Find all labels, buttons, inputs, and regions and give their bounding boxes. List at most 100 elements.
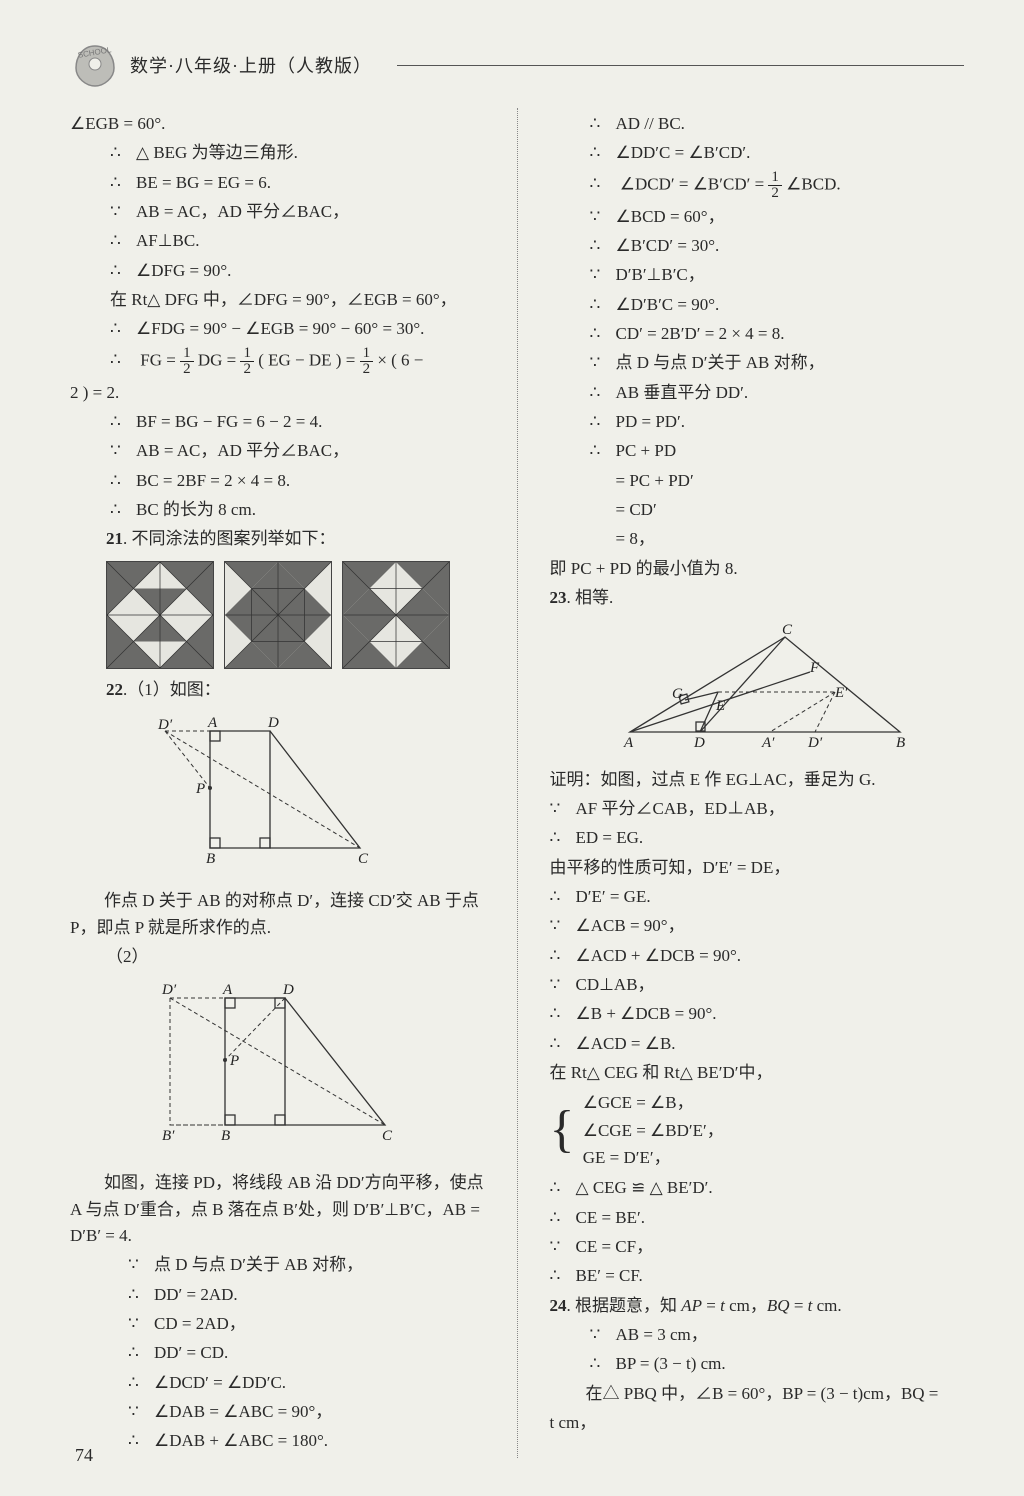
svg-text:C: C	[382, 1128, 393, 1144]
text-line: = CD′	[550, 497, 965, 523]
svg-text:D′: D′	[807, 735, 823, 751]
text-line: ∵D′B′⊥B′C，	[550, 262, 965, 288]
text-line: ∵∠BCD = 60°，	[550, 204, 965, 230]
text-line: ∴AD // BC.	[550, 111, 965, 137]
text-line: = 8，	[550, 526, 965, 552]
svg-text:D: D	[267, 715, 279, 731]
text-line: ∴CE = BE′.	[550, 1205, 965, 1231]
text-line: ∴PD = PD′.	[550, 409, 965, 435]
text-line: 由平移的性质可知，D′E′ = DE，	[550, 855, 965, 881]
text-line: ∴DD′ = 2AD.	[70, 1282, 485, 1308]
svg-text:B: B	[896, 735, 905, 751]
svg-text:B: B	[206, 851, 215, 867]
text-line: ∴BE = BG = EG = 6.	[70, 170, 485, 196]
svg-text:G: G	[672, 686, 683, 702]
svg-text:P: P	[195, 781, 205, 797]
text-line: 2 ) = 2.	[70, 380, 485, 406]
pattern-2	[224, 561, 332, 669]
text-line: ∴BC = 2BF = 2 × 4 = 8.	[70, 468, 485, 494]
text-line: ∵点 D 与点 D′关于 AB 对称，	[70, 1252, 485, 1278]
text-para: 作点 D 关于 AB 的对称点 D′，连接 CD′交 AB 于点 P，即点 P …	[70, 888, 485, 941]
text-line: ∴D′E′ = GE.	[550, 884, 965, 910]
text-line: ∵AB = 3 cm，	[550, 1322, 965, 1348]
text-line: ∵AB = AC，AD 平分∠BAC，	[70, 438, 485, 464]
column-divider	[517, 108, 518, 1458]
text-line: ∴BC 的长为 8 cm.	[70, 497, 485, 523]
text-line: 即 PC + PD 的最小值为 8.	[550, 556, 965, 582]
text-line: ∴BE′ = CF.	[550, 1263, 965, 1289]
text-para: 如图，连接 PD，将线段 AB 沿 DD′方向平移，使点 A 与点 D′重合，点…	[70, 1170, 485, 1249]
text-line: ∴∠DCD′ = ∠DD′C.	[70, 1370, 485, 1396]
fraction: 12	[240, 346, 254, 377]
text-line: ∴∠ACD + ∠DCB = 90°.	[550, 943, 965, 969]
svg-text:D: D	[282, 982, 294, 998]
text-line: ∵AB = AC，AD 平分∠BAC，	[70, 199, 485, 225]
text-line: ∴∠ACD = ∠B.	[550, 1031, 965, 1057]
svg-text:C: C	[358, 851, 369, 867]
text-line: ∴∠FDG = 90° − ∠EGB = 90° − 60° = 30°.	[70, 316, 485, 342]
text-line: 在 Rt△ DFG 中，∠DFG = 90°，∠EGB = 60°，	[70, 287, 485, 313]
text-line: ∵CE = CF，	[550, 1234, 965, 1260]
left-column: ∠EGB = 60°. ∴△ BEG 为等边三角形. ∴BE = BG = EG…	[70, 108, 485, 1458]
text-line: t cm，	[550, 1410, 965, 1436]
svg-text:A: A	[207, 715, 218, 731]
text-line: 在△ PBQ 中，∠B = 60°，BP = (3 − t)cm，BQ =	[550, 1381, 965, 1407]
pattern-row	[106, 561, 485, 669]
text-line: 证明：如图，过点 E 作 EG⊥AC，垂足为 G.	[550, 767, 965, 793]
svg-text:D′: D′	[157, 717, 173, 733]
figure-23: C F G E E′ A D A′ D′ B	[610, 622, 965, 757]
svg-text:C: C	[782, 622, 793, 638]
text-line: ∴△ BEG 为等边三角形.	[70, 140, 485, 166]
text-line: ∵CD = 2AD，	[70, 1311, 485, 1337]
svg-text:E′: E′	[834, 685, 848, 701]
fraction: 12	[768, 170, 782, 201]
page-number: 74	[75, 1445, 93, 1466]
left-brace-icon: {	[550, 1107, 575, 1154]
svg-text:B: B	[221, 1128, 230, 1144]
pattern-3	[342, 561, 450, 669]
text-line: ∵∠ACB = 90°，	[550, 913, 965, 939]
content-columns: ∠EGB = 60°. ∴△ BEG 为等边三角形. ∴BE = BG = EG…	[70, 108, 964, 1458]
text-line: ∠EGB = 60°.	[70, 111, 485, 137]
text-line: ∵点 D 与点 D′关于 AB 对称，	[550, 350, 965, 376]
q24-title: 2424. 根据题意，知 AP = t cm，BQ = t cm.. 根据题意，…	[550, 1293, 965, 1319]
fraction: 12	[180, 346, 194, 377]
text-line: ∵∠DAB = ∠ABC = 90°，	[70, 1399, 485, 1425]
text-line: ∴∠DD′C = ∠B′CD′.	[550, 140, 965, 166]
svg-text:P: P	[229, 1053, 239, 1069]
header-rule	[397, 65, 964, 66]
text-line: ∴CD′ = 2B′D′ = 2 × 4 = 8.	[550, 321, 965, 347]
text-line: ∴ ∠DCD′ = ∠B′CD′ = 12 ∠BCD.	[550, 170, 965, 201]
q21-title: 2121. 不同涂法的图案列举如下：. 不同涂法的图案列举如下：	[70, 526, 485, 552]
svg-text:A: A	[623, 735, 634, 751]
svg-text:D′: D′	[161, 982, 177, 998]
text-line: ∴ED = EG.	[550, 825, 965, 851]
text-line: = PC + PD′	[550, 468, 965, 494]
svg-text:A′: A′	[761, 735, 775, 751]
school-logo: SCHOOL	[70, 40, 120, 90]
text-line: ∴∠D′B′C = 90°.	[550, 292, 965, 318]
figure-22-1: D′ A D P B C	[150, 713, 485, 878]
text-line: ∴AB 垂直平分 DD′.	[550, 380, 965, 406]
fraction: 12	[360, 346, 374, 377]
right-column: ∴AD // BC. ∴∠DD′C = ∠B′CD′. ∴ ∠DCD′ = ∠B…	[550, 108, 965, 1458]
text-line: ∴PC + PD	[550, 438, 965, 464]
text-line: 在 Rt△ CEG 和 Rt△ BE′D′中，	[550, 1060, 965, 1086]
q22-title: 22.（1）如图：	[70, 677, 485, 703]
text-line: ∴ FG = 12 DG = 12 ( EG − DE ) = 12 × ( 6…	[70, 346, 485, 377]
text-line: ∴AF⊥BC.	[70, 228, 485, 254]
svg-text:F: F	[809, 660, 820, 676]
q23-title: 23. 相等.	[550, 585, 965, 611]
header-title: 数学·八年级·上册（人教版）	[130, 52, 372, 78]
svg-text:A: A	[222, 982, 233, 998]
page-header: SCHOOL 数学·八年级·上册（人教版）	[70, 40, 964, 90]
text-line: ∴△ CEG ≌ △ BE′D′.	[550, 1175, 965, 1201]
text-line: ∵AF 平分∠CAB，ED⊥AB，	[550, 796, 965, 822]
text-line: ∴BP = (3 − t) cm.	[550, 1351, 965, 1377]
svg-text:E: E	[715, 698, 725, 714]
text-line: ∴∠DFG = 90°.	[70, 258, 485, 284]
text-line: ∴∠DAB + ∠ABC = 180°.	[70, 1428, 485, 1454]
text-line: ∴∠B + ∠DCB = 90°.	[550, 1001, 965, 1027]
text-line: ∴BF = BG − FG = 6 − 2 = 4.	[70, 409, 485, 435]
pattern-1	[106, 561, 214, 669]
